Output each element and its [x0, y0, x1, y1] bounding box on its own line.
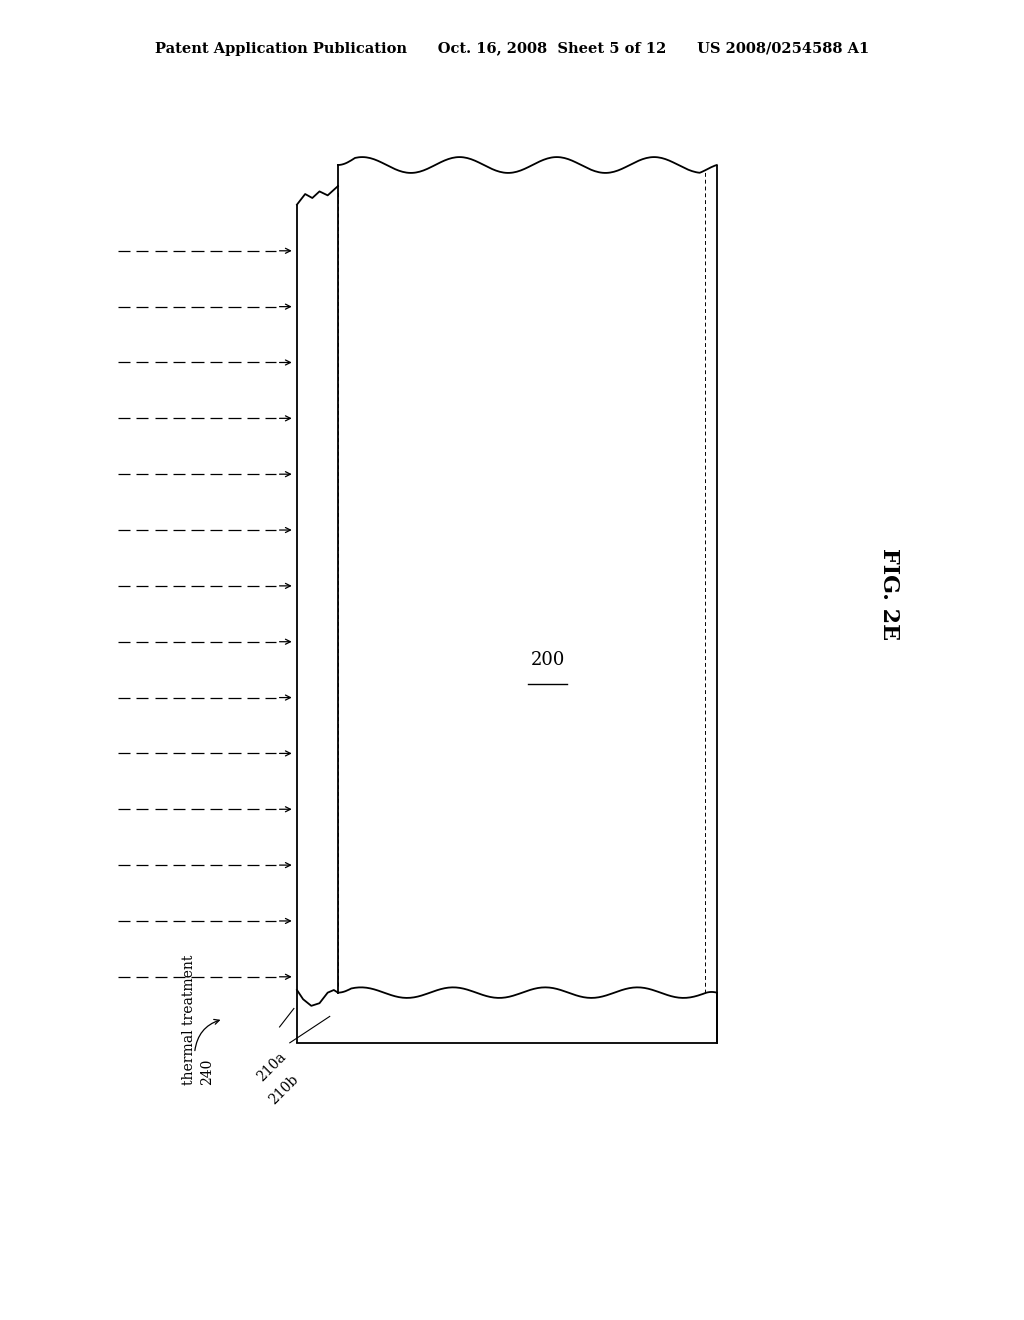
Text: 210b: 210b [266, 1072, 301, 1106]
FancyArrowPatch shape [195, 1019, 219, 1051]
Text: FIG. 2E: FIG. 2E [878, 548, 900, 640]
Text: 200: 200 [530, 651, 565, 669]
Text: Patent Application Publication      Oct. 16, 2008  Sheet 5 of 12      US 2008/02: Patent Application Publication Oct. 16, … [155, 42, 869, 55]
Text: 210a: 210a [254, 1049, 289, 1084]
Text: thermal treatment: thermal treatment [182, 954, 197, 1085]
Text: 240: 240 [200, 1059, 214, 1085]
